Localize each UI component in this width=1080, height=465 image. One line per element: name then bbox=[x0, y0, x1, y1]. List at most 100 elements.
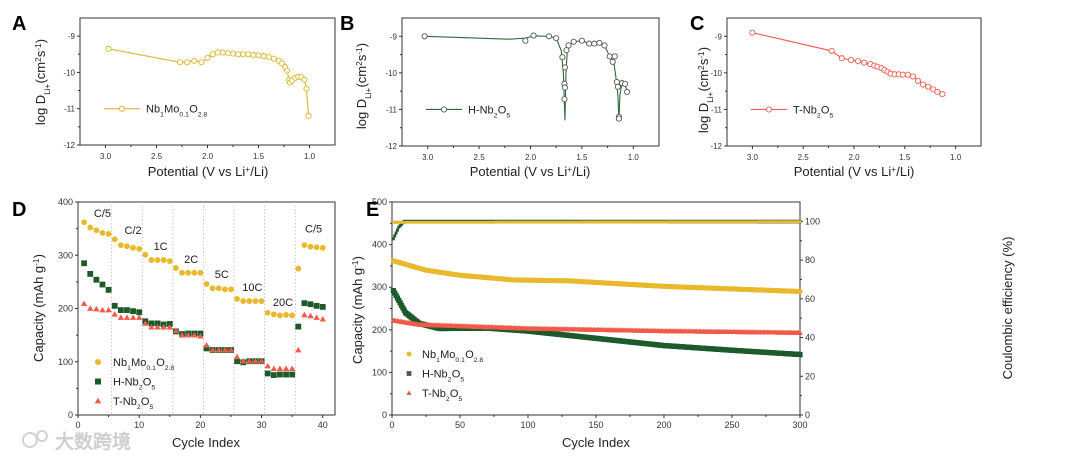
data-point bbox=[303, 85, 310, 92]
legend-marker bbox=[765, 106, 773, 113]
rate-label: 1C bbox=[154, 241, 168, 253]
legend-label-part: 2 bbox=[139, 384, 143, 391]
data-point bbox=[934, 88, 941, 95]
data-point bbox=[245, 51, 252, 58]
data-point bbox=[246, 298, 253, 304]
rate-label: 2C bbox=[184, 254, 198, 266]
y2-tick-label: 80 bbox=[805, 255, 815, 265]
data-point bbox=[240, 51, 247, 58]
data-point bbox=[148, 320, 155, 327]
y-axis-label-part: s bbox=[354, 54, 369, 61]
data-point bbox=[130, 244, 136, 251]
y-tick-label: 100 bbox=[58, 357, 73, 367]
y-axis-label-part: ) bbox=[696, 47, 711, 51]
data-point bbox=[252, 358, 259, 364]
data-point bbox=[224, 50, 231, 57]
data-point bbox=[307, 312, 314, 319]
data-point bbox=[258, 358, 265, 364]
x-tick-label: 1.5 bbox=[253, 152, 265, 161]
x-axis-label-part: + bbox=[891, 165, 896, 174]
data-point bbox=[209, 285, 216, 292]
data-point bbox=[828, 47, 835, 54]
legend-label-part: O bbox=[189, 104, 198, 116]
data-point bbox=[270, 55, 277, 62]
data-point bbox=[87, 270, 94, 277]
x-axis-label-part: Cycle Index bbox=[562, 435, 630, 450]
plot-frame bbox=[391, 201, 801, 416]
data-point bbox=[264, 309, 271, 316]
y-axis-label-part: (cm bbox=[354, 66, 369, 88]
ce-point bbox=[394, 231, 398, 235]
x-axis-label: Cycle Index bbox=[172, 435, 240, 450]
data-point bbox=[255, 52, 262, 59]
data-point bbox=[198, 59, 205, 66]
legend-label-part: O bbox=[498, 104, 507, 116]
y-axis-label-part: -1 bbox=[355, 47, 364, 55]
y-tick-label: 0 bbox=[68, 410, 73, 420]
data-point bbox=[154, 320, 161, 327]
data-point bbox=[191, 331, 198, 338]
data-point bbox=[284, 67, 291, 74]
data-point bbox=[209, 51, 216, 58]
y-tick-label: -11 bbox=[64, 105, 76, 114]
data-point bbox=[609, 58, 616, 65]
data-point bbox=[561, 64, 568, 71]
legend-label-part: 0.1 bbox=[179, 111, 189, 118]
data-point bbox=[173, 265, 179, 271]
legend-label-part: 2.8 bbox=[165, 365, 175, 372]
data-point bbox=[80, 300, 88, 307]
data-point bbox=[319, 315, 326, 322]
data-point bbox=[142, 320, 149, 326]
data-point bbox=[861, 59, 868, 66]
legend-marker bbox=[95, 359, 101, 365]
y-tick-label: -10 bbox=[63, 68, 75, 77]
data-point bbox=[570, 38, 577, 45]
data-point bbox=[305, 112, 312, 120]
data-point bbox=[130, 308, 136, 315]
capacity-point bbox=[797, 351, 803, 358]
legend-label-part: O bbox=[450, 388, 459, 400]
data-point bbox=[920, 81, 927, 88]
data-point bbox=[622, 80, 629, 87]
y2-tick-label: 60 bbox=[805, 294, 815, 304]
data-point bbox=[215, 285, 222, 292]
legend-label: T-Nb2 O5 bbox=[113, 396, 153, 411]
y-tick-label: -11 bbox=[711, 105, 723, 114]
y-tick-label: -10 bbox=[710, 69, 722, 78]
data-point bbox=[277, 371, 283, 378]
legend-marker bbox=[94, 397, 102, 404]
y-tick-label: 100 bbox=[372, 367, 387, 377]
legend-label-part: 2 bbox=[137, 404, 141, 411]
data-point bbox=[904, 71, 911, 78]
legend-label-part: 2.8 bbox=[474, 357, 484, 364]
y-tick-label: 400 bbox=[58, 197, 73, 207]
x-axis-label-part: + bbox=[567, 165, 572, 174]
legend-label-part: O bbox=[452, 369, 461, 381]
x-tick-label: 3.0 bbox=[747, 153, 759, 162]
panel-e: E0 50 100 150 200 250 3000100200300400500Cycle… bbox=[350, 197, 1015, 450]
y2-axis-label-part: Coulombic efficiency (%) bbox=[1000, 237, 1015, 380]
data-point bbox=[93, 305, 100, 312]
y-tick-label: 300 bbox=[58, 250, 73, 260]
data-point bbox=[136, 245, 143, 252]
data-point bbox=[204, 54, 211, 61]
legend-label-part: T-Nb bbox=[793, 104, 817, 116]
data-point bbox=[749, 29, 756, 36]
data-point bbox=[899, 71, 906, 78]
legend-label-part: O bbox=[465, 349, 474, 361]
plot-frame bbox=[79, 17, 336, 146]
y-tick-label: 0 bbox=[382, 410, 387, 420]
x-axis-label: Cycle Index bbox=[562, 435, 630, 450]
y-tick-label: -11 bbox=[386, 105, 398, 114]
legend-label-part: Nb bbox=[113, 357, 127, 369]
data-point bbox=[203, 345, 210, 352]
y-axis-label-part: Capacity (mAh g bbox=[350, 268, 365, 364]
rate-label: C/2 bbox=[125, 225, 142, 237]
legend-label-part: O bbox=[821, 104, 830, 116]
y-tick-label: -10 bbox=[385, 69, 397, 78]
data-point bbox=[289, 371, 296, 378]
data-point bbox=[172, 327, 180, 334]
legend-label: T-Nb2 O5 bbox=[422, 388, 462, 403]
data-point bbox=[148, 257, 155, 263]
